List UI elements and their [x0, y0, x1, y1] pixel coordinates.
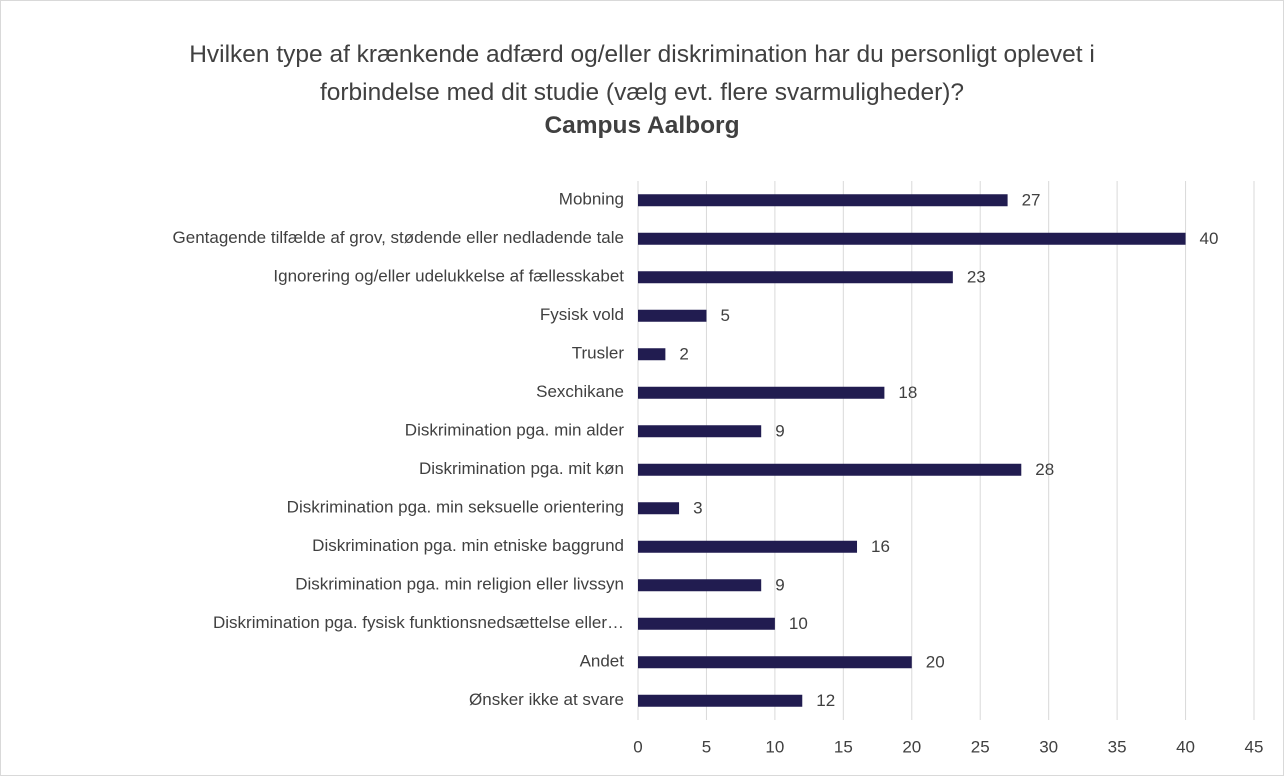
bar	[638, 502, 680, 515]
x-tick-label: 10	[765, 737, 784, 756]
bar	[638, 656, 912, 669]
x-tick-label: 20	[902, 737, 921, 756]
y-tick-label: Ignorering og/eller udelukkelse af fælle…	[273, 267, 624, 286]
y-tick-label: Diskrimination pga. min seksuelle orient…	[287, 498, 624, 517]
data-label: 5	[720, 306, 729, 325]
bar	[638, 386, 885, 399]
bar	[638, 540, 858, 553]
y-tick-label: Gentagende tilfælde af grov, stødende el…	[173, 228, 624, 247]
data-label: 9	[775, 576, 784, 595]
bar	[638, 194, 1008, 207]
bar	[638, 232, 1186, 245]
x-tick-label: 45	[1245, 737, 1264, 756]
bar	[638, 579, 762, 592]
bar	[638, 309, 707, 322]
data-label: 12	[816, 691, 835, 710]
data-label: 20	[926, 653, 945, 672]
x-tick-label: 30	[1039, 737, 1058, 756]
data-label: 10	[789, 614, 808, 633]
bar	[638, 271, 953, 284]
x-tick-label: 0	[633, 737, 642, 756]
data-label: 16	[871, 537, 890, 556]
data-label: 28	[1035, 460, 1054, 479]
data-label: 2	[679, 345, 688, 364]
x-tick-label: 5	[702, 737, 711, 756]
y-tick-label: Sexchikane	[536, 382, 624, 401]
data-label: 3	[693, 499, 702, 518]
chart-title: Hvilken type af krænkende adfærd og/elle…	[189, 41, 1095, 106]
y-tick-label: Andet	[580, 652, 625, 671]
y-tick-label: Diskrimination pga. fysisk funktionsneds…	[213, 613, 624, 632]
chart-subtitle: Campus Aalborg	[544, 112, 740, 139]
y-tick-label: Diskrimination pga. min etniske baggrund	[312, 536, 624, 555]
y-tick-label: Diskrimination pga. min alder	[405, 421, 625, 440]
bar	[638, 425, 762, 438]
x-tick-label: 25	[971, 737, 990, 756]
y-tick-label: Diskrimination pga. mit køn	[419, 459, 624, 478]
y-tick-label: Mobning	[559, 190, 624, 209]
bar	[638, 617, 775, 630]
data-label: 9	[775, 422, 784, 441]
bar	[638, 694, 803, 707]
data-label: 27	[1022, 191, 1041, 210]
data-label: 18	[898, 383, 917, 402]
data-label: 40	[1200, 229, 1219, 248]
x-tick-label: 15	[834, 737, 853, 756]
y-tick-label: Diskrimination pga. min religion eller l…	[295, 575, 624, 594]
x-tick-label: 40	[1176, 737, 1195, 756]
bar	[638, 463, 1022, 476]
bar	[638, 348, 666, 361]
x-tick-label: 35	[1108, 737, 1127, 756]
y-tick-label: Ønsker ikke at svare	[469, 690, 624, 709]
data-label: 23	[967, 268, 986, 287]
y-tick-label: Trusler	[572, 344, 625, 363]
y-tick-label: Fysisk vold	[540, 305, 624, 324]
